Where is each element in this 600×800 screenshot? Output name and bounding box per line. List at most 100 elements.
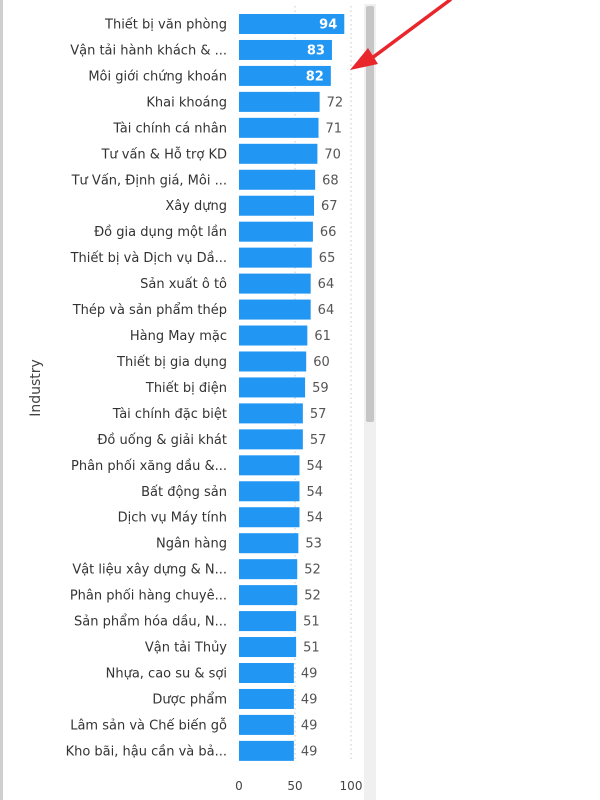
- bar-2: [239, 65, 331, 86]
- data-label-2: 82: [306, 69, 324, 84]
- bar-13: [239, 351, 307, 372]
- category-label-3: Khai khoáng: [146, 95, 227, 110]
- data-label-23: 51: [303, 615, 320, 630]
- bar-21: [239, 559, 298, 580]
- bar-11: [239, 299, 311, 320]
- data-label-6: 68: [322, 173, 339, 188]
- bar-9: [239, 247, 312, 268]
- data-label-3: 72: [327, 95, 344, 110]
- data-label-22: 52: [304, 589, 321, 604]
- data-label-10: 64: [318, 277, 335, 292]
- window-left-border: [0, 0, 3, 800]
- data-label-25: 49: [301, 667, 318, 682]
- bar-5: [239, 143, 318, 164]
- category-label-18: Bất động sản: [141, 485, 227, 500]
- category-label-25: Nhựa, cao su & sợi: [106, 667, 227, 682]
- bar-24: [239, 637, 297, 658]
- arrow-head: [350, 48, 378, 70]
- bar-4: [239, 117, 319, 138]
- category-label-8: Đồ gia dụng một lần: [94, 225, 227, 240]
- x-axis-ticks: 0 50 100: [235, 779, 362, 793]
- bar-22: [239, 585, 298, 606]
- data-label-4: 71: [326, 121, 343, 136]
- bar-17: [239, 455, 300, 476]
- category-label-9: Thiết bị và Dịch vụ Dầ...: [70, 251, 227, 266]
- bar-18: [239, 481, 300, 502]
- category-label-14: Thiết bị điện: [145, 381, 227, 396]
- bar-3: [239, 91, 320, 112]
- x-tick-50: 50: [287, 779, 302, 793]
- x-tick-100: 100: [340, 779, 363, 793]
- category-label-26: Dược phẩm: [152, 692, 227, 707]
- category-label-0: Thiết bị văn phòng: [104, 18, 227, 33]
- category-label-28: Kho bãi, hậu cần và bả...: [66, 744, 227, 759]
- data-label-8: 66: [320, 225, 337, 240]
- arrow-shaft: [370, 0, 452, 60]
- bar-8: [239, 221, 313, 242]
- category-label-1: Vận tải hành khách & ...: [70, 43, 227, 58]
- bar-10: [239, 273, 311, 294]
- data-label-1: 83: [307, 43, 325, 58]
- bars: [239, 14, 345, 761]
- data-label-12: 61: [314, 329, 331, 344]
- data-label-26: 49: [301, 692, 318, 707]
- data-label-7: 67: [321, 199, 338, 214]
- x-tick-0: 0: [235, 779, 243, 793]
- category-label-15: Tài chính đặc biệt: [112, 407, 227, 422]
- bar-16: [239, 429, 303, 450]
- data-label-0: 94: [319, 18, 337, 33]
- data-label-11: 64: [318, 303, 335, 318]
- data-label-19: 54: [306, 511, 323, 526]
- category-label-13: Thiết bị gia dụng: [116, 355, 227, 370]
- category-label-16: Đồ uống & giải khát: [97, 433, 227, 448]
- data-label-13: 60: [313, 355, 330, 370]
- category-label-17: Phân phối xăng dầu &...: [71, 459, 227, 474]
- category-label-6: Tư Vấn, Định giá, Môi ...: [71, 173, 227, 188]
- category-label-27: Lâm sản và Chế biến gỗ: [70, 718, 227, 733]
- scrollbar-thumb[interactable]: [366, 6, 374, 422]
- category-label-10: Sản xuất ô tô: [140, 277, 227, 292]
- data-label-16: 57: [310, 433, 327, 448]
- bar-7: [239, 195, 315, 216]
- category-labels: Thiết bị văn phòng Vận tải hành khách & .…: [66, 18, 228, 760]
- scrollbar[interactable]: [364, 4, 376, 800]
- data-label-15: 57: [310, 407, 327, 422]
- category-label-11: Thép và sản phẩm thép: [72, 303, 227, 318]
- y-axis-title: Industry: [28, 359, 44, 417]
- category-label-22: Phân phối hàng chuyê...: [70, 589, 227, 604]
- bar-20: [239, 533, 299, 554]
- category-label-21: Vật liệu xây dựng & N...: [72, 563, 227, 578]
- bar-12: [239, 325, 308, 346]
- data-label-27: 49: [301, 718, 318, 733]
- category-label-4: Tài chính cá nhân: [112, 121, 227, 136]
- data-label-20: 53: [305, 537, 322, 552]
- bar-1: [239, 39, 332, 60]
- category-label-12: Hàng May mặc: [130, 329, 227, 344]
- data-label-14: 59: [312, 381, 329, 396]
- data-label-18: 54: [306, 485, 323, 500]
- category-label-5: Tư vấn & Hỗ trợ KD: [100, 147, 227, 162]
- bar-28: [239, 740, 294, 761]
- bar-6: [239, 169, 316, 190]
- bar-25: [239, 663, 294, 683]
- bar-14: [239, 377, 306, 398]
- bar-19: [239, 507, 300, 528]
- red-arrow-annotation: [350, 0, 452, 70]
- data-label-17: 54: [306, 459, 323, 474]
- data-label-9: 65: [319, 251, 336, 266]
- bar-26: [239, 688, 294, 709]
- bar-15: [239, 403, 303, 424]
- bar-23: [239, 611, 297, 632]
- data-label-28: 49: [301, 744, 318, 759]
- category-label-19: Dịch vụ Máy tính: [118, 511, 227, 526]
- bar-27: [239, 714, 294, 735]
- data-label-5: 70: [324, 147, 341, 162]
- category-label-2: Môi giới chứng khoán: [88, 69, 227, 84]
- category-label-20: Ngân hàng: [156, 537, 227, 552]
- category-label-24: Vận tải Thủy: [145, 641, 227, 656]
- data-label-24: 51: [303, 641, 320, 656]
- data-label-21: 52: [304, 563, 321, 578]
- category-label-23: Sản phẩm hóa dầu, N...: [74, 615, 227, 630]
